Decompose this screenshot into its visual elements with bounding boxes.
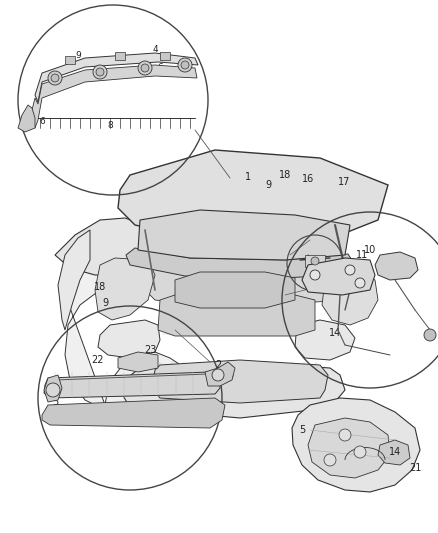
Text: 14: 14 [329,328,341,338]
Circle shape [339,429,351,441]
Text: 3: 3 [135,363,141,373]
Polygon shape [322,265,378,325]
Text: 23: 23 [144,345,156,355]
Polygon shape [205,362,235,386]
Text: 22: 22 [92,355,104,365]
Polygon shape [18,105,35,132]
Polygon shape [60,225,195,415]
Text: 11: 11 [356,250,368,260]
Polygon shape [158,295,315,336]
Polygon shape [152,360,328,403]
Circle shape [345,265,355,275]
Text: 9: 9 [102,298,108,308]
Polygon shape [295,320,355,360]
Text: 2: 2 [215,360,221,370]
Circle shape [424,329,436,341]
Circle shape [355,278,365,288]
Polygon shape [175,272,295,308]
Text: 15: 15 [134,380,146,390]
Polygon shape [138,210,350,260]
Text: 17: 17 [338,177,350,187]
Polygon shape [118,352,158,372]
Circle shape [51,74,59,82]
Polygon shape [55,218,150,275]
Circle shape [311,257,319,265]
Text: 9: 9 [265,180,271,190]
Polygon shape [58,230,90,330]
Text: 6: 6 [157,63,163,72]
Text: 14: 14 [389,447,401,457]
Polygon shape [375,252,418,280]
Circle shape [212,369,224,381]
Bar [160,52,170,60]
Polygon shape [292,398,420,492]
Text: 5: 5 [299,425,305,435]
Circle shape [141,64,149,72]
Circle shape [96,68,104,76]
Polygon shape [44,372,220,398]
Text: 1: 1 [245,172,251,182]
Text: 9: 9 [75,51,81,60]
Bar [65,56,75,64]
Polygon shape [44,375,62,402]
Circle shape [310,270,320,280]
Polygon shape [98,320,160,358]
Text: 18: 18 [279,170,291,180]
Circle shape [181,61,189,69]
Polygon shape [308,418,390,478]
Polygon shape [143,260,352,305]
Text: 18: 18 [94,282,106,292]
Text: 10: 10 [364,245,376,255]
Text: 4: 4 [152,45,158,54]
Circle shape [93,65,107,79]
Polygon shape [120,362,345,418]
Text: 5: 5 [227,370,233,380]
Text: 21: 21 [409,463,421,473]
Text: 16: 16 [302,174,314,184]
Text: 6: 6 [39,117,45,126]
Polygon shape [378,440,410,465]
Polygon shape [30,65,197,128]
Circle shape [48,71,62,85]
Polygon shape [118,150,388,240]
Polygon shape [302,258,375,295]
Circle shape [138,61,152,75]
Text: 5: 5 [52,397,58,407]
Bar [115,52,125,60]
Text: 8: 8 [107,120,113,130]
Circle shape [324,454,336,466]
Polygon shape [126,248,355,278]
Polygon shape [42,398,225,428]
Circle shape [46,383,60,397]
Polygon shape [35,53,198,102]
Circle shape [354,446,366,458]
Bar [305,255,325,267]
Polygon shape [95,258,155,320]
Circle shape [178,58,192,72]
